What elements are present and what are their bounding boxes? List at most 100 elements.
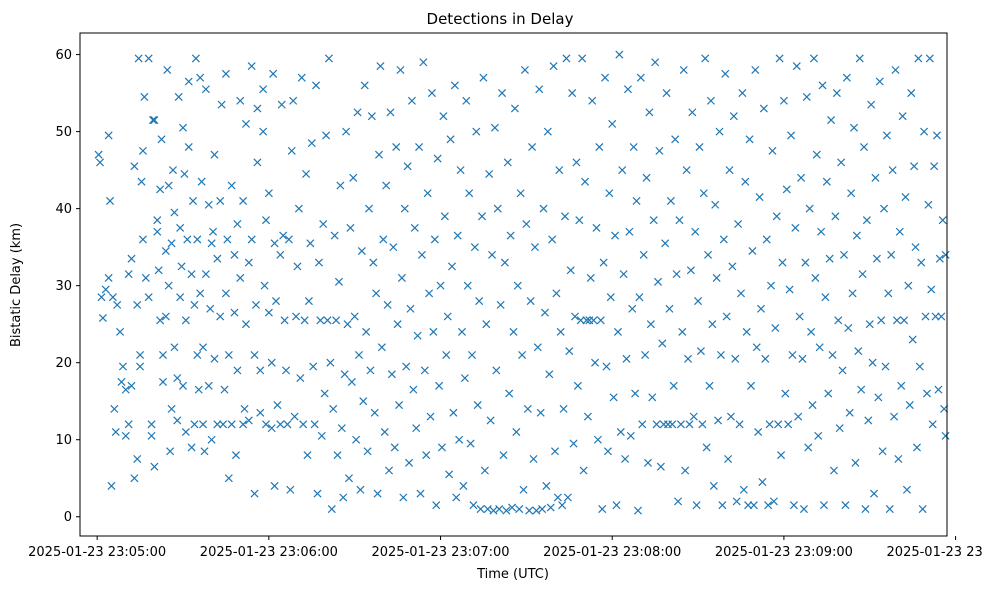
detection-point xyxy=(108,293,117,302)
detection-point xyxy=(842,73,851,82)
detection-point xyxy=(870,489,879,498)
detection-point xyxy=(583,412,592,421)
detection-point xyxy=(244,258,253,267)
detection-point xyxy=(403,162,412,171)
detection-point xyxy=(158,377,168,386)
detection-point xyxy=(569,439,578,448)
detection-point xyxy=(478,212,487,221)
detection-point xyxy=(390,443,399,452)
detection-point xyxy=(204,381,213,390)
detection-point xyxy=(858,270,867,279)
detection-point xyxy=(496,300,505,309)
detection-point xyxy=(349,173,358,182)
detection-point xyxy=(415,142,424,152)
detection-point xyxy=(386,108,395,117)
detection-point xyxy=(304,297,313,306)
detection-point xyxy=(472,127,481,136)
detection-point xyxy=(631,389,640,398)
detection-point xyxy=(815,343,824,352)
detection-point xyxy=(389,243,398,252)
detection-point xyxy=(847,189,856,198)
detection-point xyxy=(692,501,701,510)
detection-point xyxy=(696,347,705,356)
detection-point xyxy=(725,166,734,175)
detection-point xyxy=(543,127,552,136)
detection-point xyxy=(588,96,597,105)
detection-point xyxy=(178,381,188,390)
detection-point xyxy=(542,481,551,490)
detection-point xyxy=(756,304,766,313)
detection-point xyxy=(636,73,645,82)
detection-point xyxy=(236,273,245,282)
x-tick-label: 2025-01-23 23:07:00 xyxy=(371,545,509,560)
detection-point xyxy=(712,273,721,282)
detection-point xyxy=(686,266,695,275)
detection-point xyxy=(273,401,282,410)
detection-point xyxy=(509,327,518,336)
detection-point xyxy=(117,377,126,386)
detection-point xyxy=(755,193,764,202)
detection-point xyxy=(828,350,837,360)
detection-point xyxy=(684,354,693,363)
detection-point xyxy=(885,505,894,514)
detection-point xyxy=(822,177,831,186)
detection-point xyxy=(558,501,567,510)
detection-point xyxy=(871,173,880,182)
detection-point xyxy=(161,312,170,321)
detection-point xyxy=(562,54,571,63)
detection-point xyxy=(166,447,175,456)
detection-point xyxy=(144,54,153,63)
detection-point xyxy=(130,162,139,171)
detection-point xyxy=(931,312,940,321)
detection-point xyxy=(738,89,747,98)
detection-point xyxy=(774,420,783,429)
detection-point xyxy=(430,235,439,244)
detection-point xyxy=(353,108,362,117)
detection-point xyxy=(851,458,860,467)
detection-point xyxy=(671,135,680,144)
detection-point xyxy=(518,350,527,360)
detection-point xyxy=(669,381,678,390)
detection-point xyxy=(565,347,574,356)
detection-point xyxy=(868,358,877,367)
detection-point xyxy=(821,293,830,302)
detection-point xyxy=(409,385,418,394)
detection-point xyxy=(768,146,777,155)
detection-point xyxy=(711,200,720,209)
detection-point xyxy=(332,316,341,325)
detection-point xyxy=(359,397,368,406)
detection-point xyxy=(935,254,944,263)
detection-point xyxy=(762,235,771,244)
detection-point xyxy=(213,420,222,429)
detection-point xyxy=(261,420,271,429)
detection-point xyxy=(224,350,233,360)
detection-point xyxy=(333,451,342,460)
detection-point xyxy=(385,466,394,475)
detection-point xyxy=(736,289,746,298)
detection-point xyxy=(209,227,218,236)
detection-point xyxy=(201,85,210,94)
detection-point xyxy=(538,505,547,514)
detection-point xyxy=(433,154,442,163)
detection-point xyxy=(917,258,926,267)
detection-point xyxy=(589,316,598,325)
detection-point xyxy=(681,466,690,475)
detection-point xyxy=(676,420,685,429)
detection-point xyxy=(623,85,632,94)
detection-point xyxy=(436,281,445,290)
detection-point xyxy=(376,62,385,71)
detection-point xyxy=(655,146,664,155)
detection-point xyxy=(658,339,667,348)
detection-point xyxy=(486,416,495,425)
detection-point xyxy=(287,146,296,155)
detection-point xyxy=(154,266,163,275)
detection-point xyxy=(685,420,694,429)
detection-point xyxy=(550,447,560,456)
detection-point xyxy=(503,158,512,167)
detection-point xyxy=(190,420,199,429)
detection-point xyxy=(834,316,843,325)
y-tick-label: 10 xyxy=(55,433,72,448)
detection-point xyxy=(777,451,786,460)
detection-point xyxy=(260,281,269,290)
detection-point xyxy=(136,362,145,371)
